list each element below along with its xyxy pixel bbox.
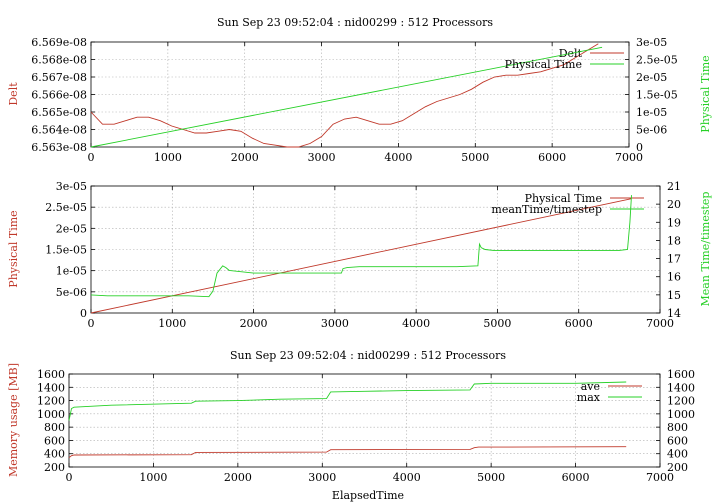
- y2-tick-label: 1.5e-05: [636, 89, 678, 102]
- x-tick-label: 7000: [646, 471, 674, 484]
- plot-frame: [68, 373, 661, 468]
- series-line-delt: [90, 43, 599, 148]
- y-tick-label: 6.564e-08: [31, 124, 87, 137]
- y-tick-label: 5e-06: [56, 286, 87, 299]
- y-tick-label: 400: [44, 448, 65, 461]
- y-tick-label: 800: [44, 421, 65, 434]
- x-tick-label: 2000: [240, 317, 268, 330]
- y-tick-label: 3e-05: [56, 180, 87, 193]
- series-line-physical-time: [90, 46, 603, 148]
- x-tick-label: 1000: [139, 471, 167, 484]
- y2-tick-label: 200: [667, 461, 688, 474]
- x-tick-label: 4000: [402, 317, 430, 330]
- y2-tick-label: 1400: [667, 381, 695, 394]
- x-tick-label: 6000: [565, 317, 593, 330]
- y2-tick-label: 2e-05: [636, 71, 667, 84]
- panel-delt-physical-time: Sun Sep 23 09:52:04 : nid00299 : 512 Pro…: [7, 16, 712, 164]
- y2-tick-label: 800: [667, 421, 688, 434]
- y2-tick-label: 0: [636, 141, 643, 154]
- y2-tick-label: 20: [667, 198, 681, 211]
- series-line-physical-time: [90, 198, 632, 314]
- series-line-meantime-timestep: [90, 195, 632, 298]
- y2-tick-label: 1000: [667, 408, 695, 421]
- legend-label: meanTime/timestep: [491, 203, 602, 216]
- y-tick-label: 6.566e-08: [31, 89, 87, 102]
- y-tick-label: 6.569e-08: [31, 36, 87, 49]
- left-axis-label: Physical Time: [7, 210, 20, 287]
- plot-frame: [90, 185, 661, 314]
- y2-tick-label: 17: [667, 253, 681, 266]
- plot-frame: [90, 41, 630, 148]
- x-tick-label: 6000: [538, 151, 566, 164]
- x-tick-label: 5000: [461, 151, 489, 164]
- y-tick-label: 1e-05: [56, 265, 87, 278]
- x-tick-label: 3000: [308, 471, 336, 484]
- y-tick-label: 1600: [37, 368, 65, 381]
- y2-tick-label: 1600: [667, 368, 695, 381]
- series-line-ave: [68, 446, 627, 459]
- y-tick-label: 200: [44, 461, 65, 474]
- y2-tick-label: 14: [667, 307, 681, 320]
- plot-area: 0 1000 2000 3000 4000 5000 6000 7000 0 5e-06 1e-05…: [45, 180, 681, 330]
- x-tick-label: 3000: [308, 151, 336, 164]
- left-axis-label: Memory usage [MB]: [7, 363, 20, 477]
- y2-tick-label: 18: [667, 234, 681, 247]
- x-tick-label: 4000: [384, 151, 412, 164]
- plot-area: 0 1000 2000 3000 4000 5000 6000 700020040060080…: [37, 368, 695, 484]
- y2-tick-label: 2.5e-05: [636, 54, 678, 67]
- left-axis-label: Delt: [7, 82, 20, 106]
- x-tick-label: 1000: [158, 317, 186, 330]
- y2-tick-label: 1e-05: [636, 106, 667, 119]
- panel-physical-time-mean-time: Physical Time Mean Time/timestep 0 1000 20…: [7, 180, 712, 330]
- panel-memory-usage: Sun Sep 23 09:52:04 : nid00299 : 512 Pro…: [7, 349, 695, 502]
- legend-label: max: [577, 391, 601, 404]
- y2-tick-label: 5e-06: [636, 124, 667, 137]
- x-tick-label: 0: [88, 151, 95, 164]
- y-tick-label: 600: [44, 434, 65, 447]
- y2-tick-label: 400: [667, 448, 688, 461]
- x-tick-label: 4000: [393, 471, 421, 484]
- y2-tick-label: 15: [667, 289, 681, 302]
- y-tick-label: 1.5e-05: [45, 244, 87, 257]
- y2-tick-label: 600: [667, 434, 688, 447]
- y2-tick-label: 16: [667, 271, 681, 284]
- y2-tick-label: 21: [667, 180, 681, 193]
- y2-tick-label: 1200: [667, 395, 695, 408]
- right-axis-label: Physical Time: [699, 55, 712, 132]
- x-tick-label: 1000: [154, 151, 182, 164]
- right-axis-label: Mean Time/timestep: [699, 192, 712, 307]
- y-tick-label: 1400: [37, 381, 65, 394]
- chart-title: Sun Sep 23 09:52:04 : nid00299 : 512 Pro…: [230, 349, 506, 362]
- y-tick-label: 6.565e-08: [31, 106, 87, 119]
- series-line-max: [68, 381, 627, 421]
- x-tick-label: 7000: [615, 151, 643, 164]
- x-tick-label: 5000: [483, 317, 511, 330]
- x-tick-label: 2000: [231, 151, 259, 164]
- y-tick-label: 6.568e-08: [31, 54, 87, 67]
- x-tick-label: 6000: [562, 471, 590, 484]
- plot-area: 0 1000 2000 3000 4000 5000 6000 7000 6.563e-08 6.…: [31, 36, 677, 164]
- x-tick-label: 2000: [224, 471, 252, 484]
- y-tick-label: 6.567e-08: [31, 71, 87, 84]
- y-tick-label: 6.563e-08: [31, 141, 87, 154]
- y2-tick-label: 19: [667, 216, 681, 229]
- y-tick-label: 2.5e-05: [45, 201, 87, 214]
- y-tick-label: 2e-05: [56, 222, 87, 235]
- x-tick-label: 7000: [646, 317, 674, 330]
- y-tick-label: 0: [80, 307, 87, 320]
- y-tick-label: 1000: [37, 408, 65, 421]
- x-tick-label: 0: [88, 317, 95, 330]
- legend-label: Physical Time: [505, 58, 582, 71]
- y-tick-label: 1200: [37, 395, 65, 408]
- chart-title: Sun Sep 23 09:52:04 : nid00299 : 512 Pro…: [217, 16, 493, 29]
- x-tick-label: 0: [66, 471, 73, 484]
- y2-tick-label: 3e-05: [636, 36, 667, 49]
- x-tick-label: 5000: [477, 471, 505, 484]
- x-tick-label: 3000: [321, 317, 349, 330]
- x-axis-label: ElapsedTime: [332, 489, 404, 502]
- legend-label: Physical Time: [525, 192, 602, 205]
